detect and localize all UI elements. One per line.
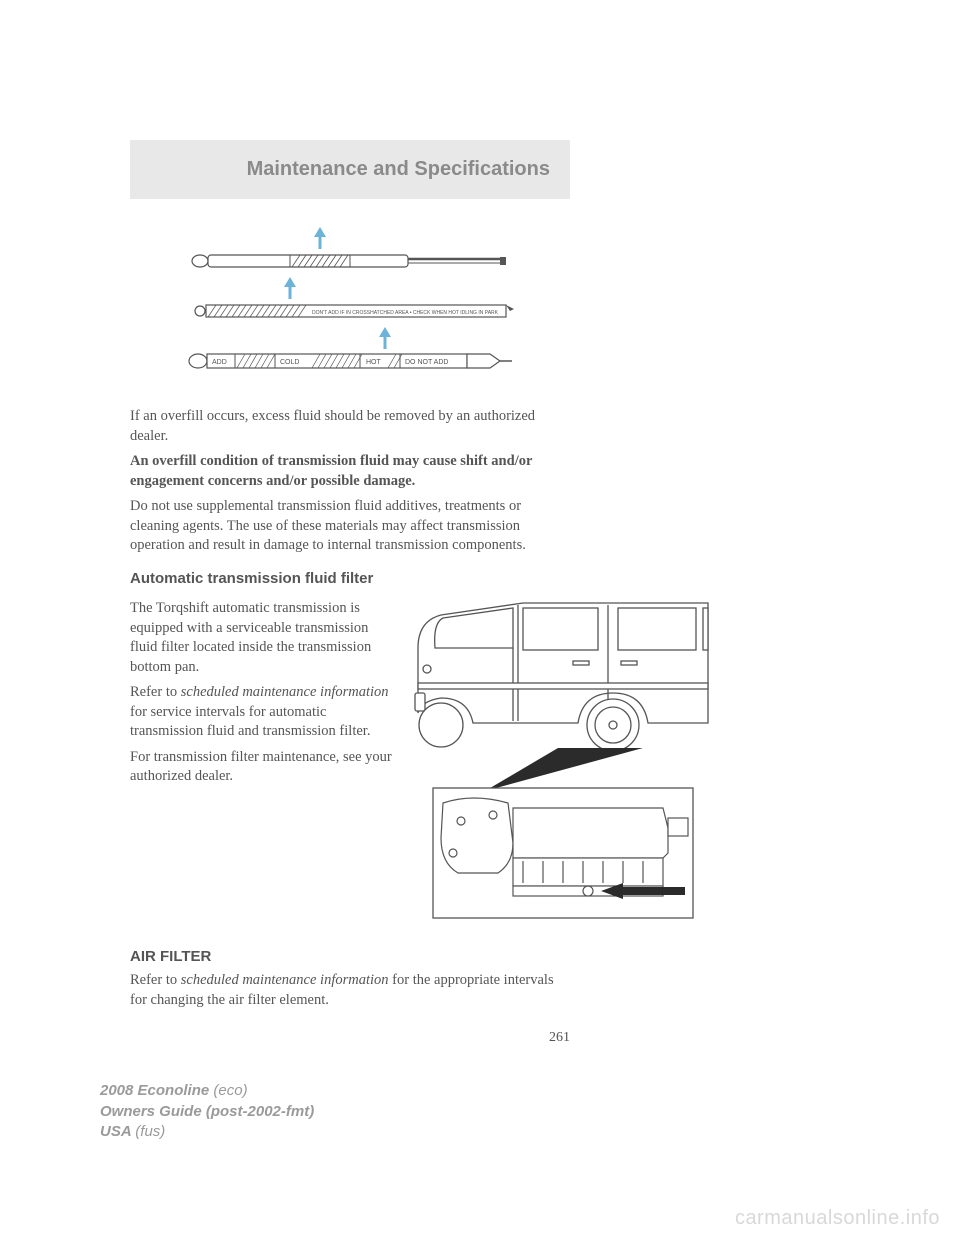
air-filter-paragraph: Refer to scheduled maintenance informati… [130,971,570,1010]
manual-page: Maintenance and Specifications [0,0,700,1046]
svg-text:DO NOT ADD: DO NOT ADD [405,359,448,366]
section-header-bar: Maintenance and Specifications [130,140,570,199]
svg-text:HOT: HOT [366,359,382,366]
footer-region: USA [100,1123,135,1140]
footer-block: 2008 Econoline (eco) Owners Guide (post-… [100,1081,314,1142]
additives-paragraph: Do not use supplemental transmission flu… [130,497,570,556]
atf-filter-heading: Automatic transmission fluid filter [130,570,570,587]
dipstick-diagram: DON'T ADD IF IN CROSSHATCHED AREA • CHEC… [130,219,570,389]
footer-guide: Owners Guide (post-2002-fmt) [100,1103,314,1120]
air-italic: scheduled maintenance information [181,972,389,988]
filter-p2a: Refer to [130,684,181,700]
watermark: carmanualsonline.info [735,1207,940,1230]
footer-region-code: (fus) [135,1123,165,1140]
vehicle-diagram [413,593,713,928]
filter-p1: The Torqshift automatic transmission is … [130,599,395,677]
footer-model-code: (eco) [213,1082,247,1099]
footer-model: 2008 Econoline [100,1082,213,1099]
page-number: 261 [130,1030,570,1046]
svg-text:COLD: COLD [280,359,299,366]
svg-text:ADD: ADD [212,359,227,366]
air-a: Refer to [130,972,181,988]
overfill-paragraph: If an overfill occurs, excess fluid shou… [130,407,570,446]
dipstick2-label: DON'T ADD IF IN CROSSHATCHED AREA • CHEC… [312,310,499,316]
filter-p2: Refer to scheduled maintenance informati… [130,683,395,742]
filter-p2b: for service intervals for automatic tran… [130,704,370,740]
section-title: Maintenance and Specifications [150,158,550,181]
filter-text-column: The Torqshift automatic transmission is … [130,593,395,793]
filter-two-column: The Torqshift automatic transmission is … [130,593,570,928]
filter-p2-italic: scheduled maintenance information [181,684,389,700]
air-filter-heading: AIR FILTER [130,948,570,965]
filter-p3: For transmission filter maintenance, see… [130,748,395,787]
overfill-warning: An overfill condition of transmission fl… [130,452,570,491]
